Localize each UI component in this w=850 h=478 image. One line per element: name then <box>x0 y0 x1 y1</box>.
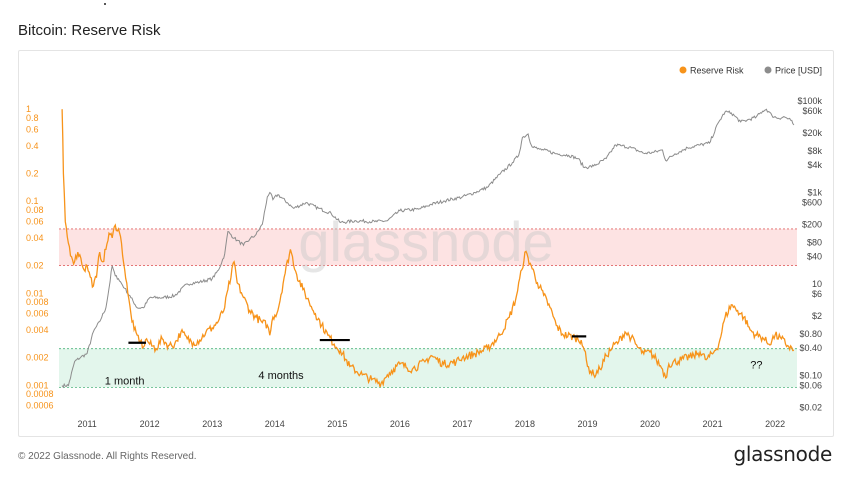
right-tick-label: $6 <box>812 289 822 299</box>
x-tick-label: 2021 <box>703 419 723 429</box>
right-tick-label: $0.40 <box>799 343 822 353</box>
right-tick-label: $0.06 <box>799 380 822 390</box>
right-tick-label: $200 <box>802 219 822 229</box>
left-tick-label: 0.06 <box>26 217 44 227</box>
right-tick-label: $2 <box>812 311 822 321</box>
x-tick-label: 2014 <box>265 419 285 429</box>
x-tick-label: 2016 <box>390 419 410 429</box>
annotation-3: ?? <box>750 360 762 372</box>
stray-dot <box>104 3 106 5</box>
left-tick-label: 0.0008 <box>26 389 54 399</box>
left-tick-label: 0.8 <box>26 113 39 123</box>
annotation-2: 4 months <box>258 370 304 382</box>
chart-panel: glassnode 1 0.8 0.6 0.4 0.2 0.1 0.08 0.06 0.04 0.… <box>18 50 834 437</box>
left-tick-label: 0.01 <box>26 288 44 298</box>
copyright-text: © 2022 Glassnode. All Rights Reserved. <box>18 451 197 462</box>
left-tick-label: 0.1 <box>26 196 39 206</box>
left-tick-label: 1 <box>26 104 31 114</box>
right-tick-label: $8k <box>807 146 822 156</box>
left-tick-label: 0.0006 <box>26 401 54 411</box>
right-tick-label: $0.02 <box>799 402 822 412</box>
left-tick-label: 0.02 <box>26 261 44 271</box>
x-tick-label: 2019 <box>577 419 597 429</box>
right-tick-label: $1k <box>807 187 822 197</box>
x-tick-label: 2011 <box>77 419 96 429</box>
annotation-1: 1 month <box>105 376 145 388</box>
left-tick-label: 0.001 <box>26 380 49 390</box>
left-tick-label: 0.006 <box>26 309 49 319</box>
right-tick-label: $40 <box>807 251 822 261</box>
right-tick-label: $80 <box>807 238 822 248</box>
legend-swatch-reserve-risk <box>679 66 687 74</box>
right-tick-label: $60k <box>802 106 822 116</box>
left-tick-label: 0.04 <box>26 233 44 243</box>
x-tick-label: 2022 <box>765 419 785 429</box>
right-tick-label: $600 <box>802 198 822 208</box>
right-tick-label: 10 <box>812 279 822 289</box>
x-tick-label: 2015 <box>327 419 347 429</box>
right-tick-label: $100k <box>797 96 822 106</box>
legend-item-price[interactable]: Price [USD] <box>764 66 823 76</box>
right-tick-label: $4k <box>807 160 822 170</box>
left-tick-label: 0.4 <box>26 141 39 151</box>
x-tick-label: 2013 <box>202 419 222 429</box>
x-tick-label: 2018 <box>515 419 535 429</box>
right-tick-label: $0.80 <box>799 329 822 339</box>
page-title: Bitcoin: Reserve Risk <box>18 22 161 39</box>
x-tick-label: 2017 <box>452 419 472 429</box>
legend-item-reserve-risk[interactable]: Reserve Risk <box>679 66 745 76</box>
price-series-line <box>61 108 795 389</box>
legend-label-price: Price [USD] <box>775 66 822 76</box>
left-tick-label: 0.002 <box>26 353 49 363</box>
red-band <box>59 228 797 266</box>
legend-label-reserve-risk: Reserve Risk <box>690 66 744 76</box>
left-tick-label: 0.08 <box>26 205 44 215</box>
legend: Reserve Risk Price [USD] <box>679 66 823 76</box>
right-tick-label: $0.10 <box>799 370 822 380</box>
left-tick-label: 0.008 <box>26 297 49 307</box>
reserve-risk-series-line <box>61 109 795 388</box>
reserve-risk-chart: glassnode 10.8 0.6 0.4 0.2 0.10.08 0.06 0.04 0.… <box>26 66 823 430</box>
legend-swatch-price <box>764 66 772 74</box>
x-tick-label: 2012 <box>140 419 160 429</box>
watermark: glassnode <box>298 210 553 273</box>
right-tick-label: $20k <box>802 128 822 138</box>
brand-logo[interactable]: glassnode <box>733 442 832 466</box>
left-tick-label: 0.004 <box>26 325 49 335</box>
x-tick-label: 2020 <box>640 419 660 429</box>
green-band <box>59 348 797 388</box>
left-tick-label: 0.6 <box>26 125 39 135</box>
left-tick-label: 0.2 <box>26 169 39 179</box>
